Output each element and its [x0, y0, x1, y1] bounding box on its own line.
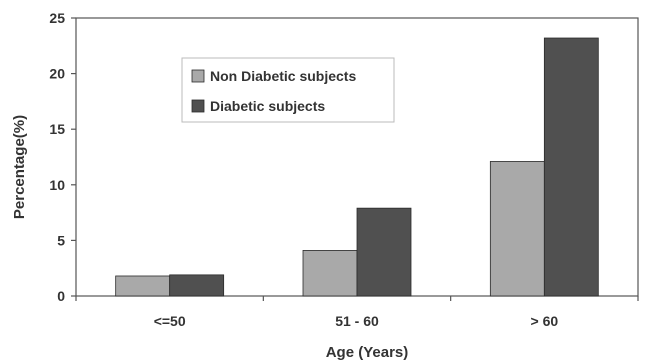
legend-swatch	[191, 99, 205, 113]
y-tick-label: 10	[49, 177, 65, 193]
legend-swatch	[191, 69, 205, 83]
legend-label: Non Diabetic subjects	[210, 68, 356, 84]
y-axis-title: Percentage(%)	[11, 115, 28, 219]
bar-non-diabetic	[302, 250, 358, 297]
bar-diabetic	[543, 37, 599, 297]
x-tick-label: > 60	[531, 313, 559, 329]
bars	[115, 37, 599, 297]
legend-box	[181, 57, 395, 123]
x-tick-label: 51 - 60	[335, 313, 379, 329]
y-tick-label: 0	[57, 288, 65, 304]
y-tick-label: 20	[49, 66, 65, 82]
y-tick-label: 15	[49, 121, 65, 137]
y-tick-label: 25	[49, 10, 65, 26]
bar-diabetic	[356, 207, 412, 297]
x-axis-title: Age (Years)	[326, 344, 409, 361]
bar-non-diabetic	[489, 161, 545, 297]
labels: Age (Years) Percentage(%)	[11, 115, 408, 361]
x-tick-label: <=50	[154, 313, 186, 329]
bar-diabetic	[169, 274, 225, 297]
y-tick-label: 5	[57, 232, 65, 248]
legend: Non Diabetic subjects Diabetic subjects	[181, 57, 395, 123]
bar-non-diabetic	[115, 275, 171, 297]
legend-label: Diabetic subjects	[210, 98, 325, 114]
